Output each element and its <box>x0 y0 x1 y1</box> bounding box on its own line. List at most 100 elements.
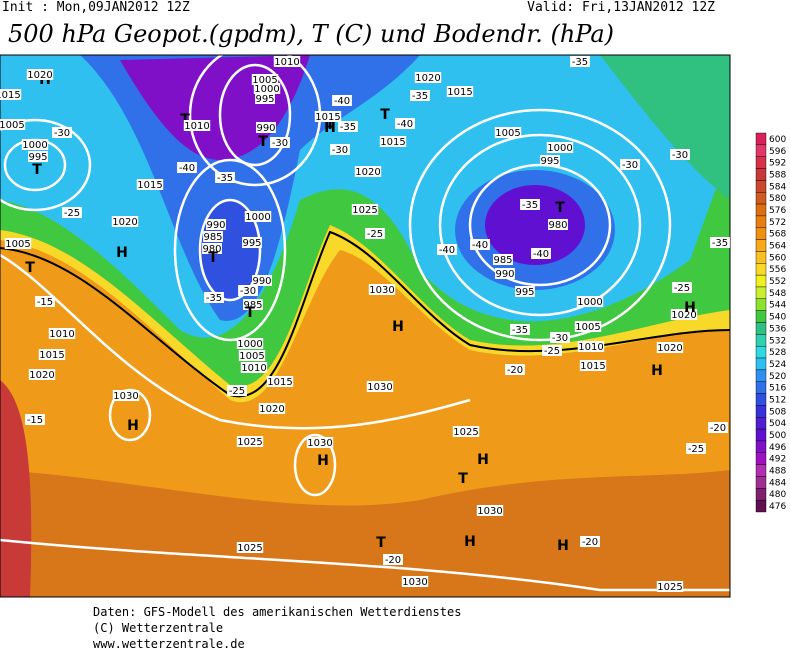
colorbar-label: 592 <box>769 159 786 169</box>
isobar-label: 1015 <box>380 137 405 148</box>
colorbar-swatch <box>755 215 767 228</box>
isobar-label-bg <box>0 119 26 130</box>
isobar-label-bg <box>446 86 474 97</box>
isobar-label-bg <box>577 341 605 352</box>
colorbar-label: 596 <box>769 147 786 157</box>
isobar-label: -35 <box>572 57 588 68</box>
init-time: Init : Mon,09JAN2012 12Z <box>2 0 190 15</box>
isobar-label-bg <box>570 56 590 67</box>
colorbar-swatch <box>755 192 767 205</box>
isobar-label: -30 <box>672 150 688 161</box>
isobar-label: 985 <box>243 300 262 311</box>
colorbar-swatch <box>755 440 767 453</box>
isobar-label-bg <box>242 237 262 248</box>
isobar-label: 1015 <box>447 87 472 98</box>
isobar-label: 1020 <box>355 167 380 178</box>
isobar-label-bg <box>206 219 226 230</box>
isobar-label: 1005 <box>252 75 277 86</box>
isobar-label: 1005 <box>239 351 264 362</box>
isobar-label-bg <box>476 505 504 516</box>
colorbar-swatch <box>755 393 767 406</box>
isobar-label: 1005 <box>5 239 30 250</box>
pressure-center: H <box>557 538 569 554</box>
colorbar-label: 580 <box>769 194 786 204</box>
pressure-center: T <box>376 535 386 551</box>
colorbar-swatch <box>755 156 767 169</box>
isobar-label-bg <box>383 554 403 565</box>
isobar-label: -35 <box>340 122 356 133</box>
colorbar-label: 576 <box>769 206 786 216</box>
colorbar-label: 572 <box>769 218 786 228</box>
isobar-label-bg <box>258 403 286 414</box>
pressure-center: T <box>258 134 268 150</box>
isobar-label: -40 <box>439 245 455 256</box>
colorbar-label: 508 <box>769 407 786 417</box>
isobar-label: 1025 <box>237 437 262 448</box>
isobar-label-bg <box>542 345 562 356</box>
colorbar-swatch <box>755 357 767 371</box>
colorbar-swatch <box>755 298 767 311</box>
isobar-label-bg <box>670 149 690 160</box>
colorbar-swatch <box>755 417 767 430</box>
pressure-center: T <box>25 260 35 276</box>
colorbar-swatch <box>755 499 767 513</box>
isobar-label: 1005 <box>575 322 600 333</box>
isobar-label: -25 <box>688 444 704 455</box>
isobar-label-bg <box>270 137 290 148</box>
isobar-label-bg <box>25 414 45 425</box>
isobar-label-bg <box>28 369 56 380</box>
isobar-label-bg <box>243 299 263 310</box>
colorbar-swatch <box>755 168 767 181</box>
isobar-label-bg <box>26 69 54 80</box>
isobar-label: -25 <box>544 346 560 357</box>
pressure-center: H <box>116 245 128 261</box>
isobar-label: 1015 <box>580 361 605 372</box>
isobar-label: 995 <box>515 287 534 298</box>
isobar-label: -25 <box>229 386 245 397</box>
isobar-label: 980 <box>548 220 567 231</box>
colorbar-swatch <box>755 476 767 489</box>
isobar-label: 1020 <box>27 70 52 81</box>
isobar-label: 980 <box>202 244 221 255</box>
pressure-center: H <box>392 319 404 335</box>
isobar-label-bg <box>548 219 568 230</box>
colorbar-label: 528 <box>769 348 786 358</box>
isobar-label: 1015 <box>39 350 64 361</box>
isobar-label: 1005 <box>495 128 520 139</box>
pressure-center: H <box>477 452 489 468</box>
isobar-label: 1030 <box>477 506 502 517</box>
footer-line: Daten: GFS-Modell des amerikanischen Wet… <box>93 605 461 619</box>
isobar-label-bg <box>252 275 272 286</box>
isobar-label: -40 <box>179 163 195 174</box>
isobar-label: 1020 <box>415 73 440 84</box>
isobar-label-bg <box>251 74 279 85</box>
isobar-label-bg <box>273 56 301 67</box>
isobar-label-bg <box>256 122 276 133</box>
isobar-label: -20 <box>710 423 726 434</box>
isobar-label-bg <box>338 121 358 132</box>
isobar-label: 1020 <box>259 404 284 415</box>
isobar-label: 995 <box>255 94 274 105</box>
isobar-label-bg <box>710 237 730 248</box>
pressure-center: H <box>684 300 696 316</box>
colorbar-label: 520 <box>769 372 786 382</box>
isobar-label: 1020 <box>671 310 696 321</box>
isobar-label-bg <box>351 204 379 215</box>
isobar-label-bg <box>177 162 197 173</box>
isobar-label-bg <box>452 426 480 437</box>
isobar-label: 1020 <box>112 217 137 228</box>
colorbar-swatch <box>755 227 767 240</box>
isobar-label: 1025 <box>657 582 682 593</box>
isobar-label: 1015 <box>137 180 162 191</box>
isobar-label: 990 <box>256 123 275 134</box>
colorbar-label: 492 <box>769 455 786 465</box>
colorbar-label: 484 <box>769 478 786 488</box>
isobar-label: -40 <box>334 96 350 107</box>
isobar-label-bg <box>266 376 294 387</box>
colorbar-label: 480 <box>769 490 786 500</box>
isobar-label-bg <box>414 72 442 83</box>
isobar-label: 1000 <box>577 297 602 308</box>
isobar-label-bg <box>493 254 513 265</box>
isobar-label-bg <box>204 292 224 303</box>
isobar-label: -25 <box>64 208 80 219</box>
